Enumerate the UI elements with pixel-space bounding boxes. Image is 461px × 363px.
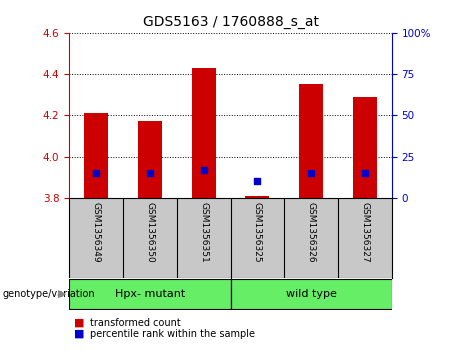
Bar [245,196,270,198]
Text: GSM1356326: GSM1356326 [307,202,316,262]
Text: GSM1356325: GSM1356325 [253,202,262,262]
Text: percentile rank within the sample: percentile rank within the sample [90,329,255,339]
Bar [69,280,230,309]
Bar [230,280,392,309]
Point [307,170,315,176]
Bar [353,97,377,198]
Text: Hpx- mutant: Hpx- mutant [115,289,185,299]
Text: ■: ■ [74,318,84,328]
Bar [191,68,216,198]
Text: GSM1356351: GSM1356351 [199,202,208,262]
Text: GSM1356349: GSM1356349 [92,202,100,262]
Bar [299,84,323,198]
Text: ▶: ▶ [58,289,66,299]
Point [92,170,100,176]
Text: GSM1356350: GSM1356350 [145,202,154,262]
Bar [138,122,162,198]
Text: genotype/variation: genotype/variation [2,289,95,299]
Point [254,178,261,184]
Bar [84,113,108,198]
Text: transformed count: transformed count [90,318,181,328]
Text: GSM1356327: GSM1356327 [361,202,369,262]
Title: GDS5163 / 1760888_s_at: GDS5163 / 1760888_s_at [142,15,319,29]
Point [146,170,154,176]
Point [200,167,207,173]
Text: ■: ■ [74,329,84,339]
Text: wild type: wild type [286,289,337,299]
Point [361,170,369,176]
